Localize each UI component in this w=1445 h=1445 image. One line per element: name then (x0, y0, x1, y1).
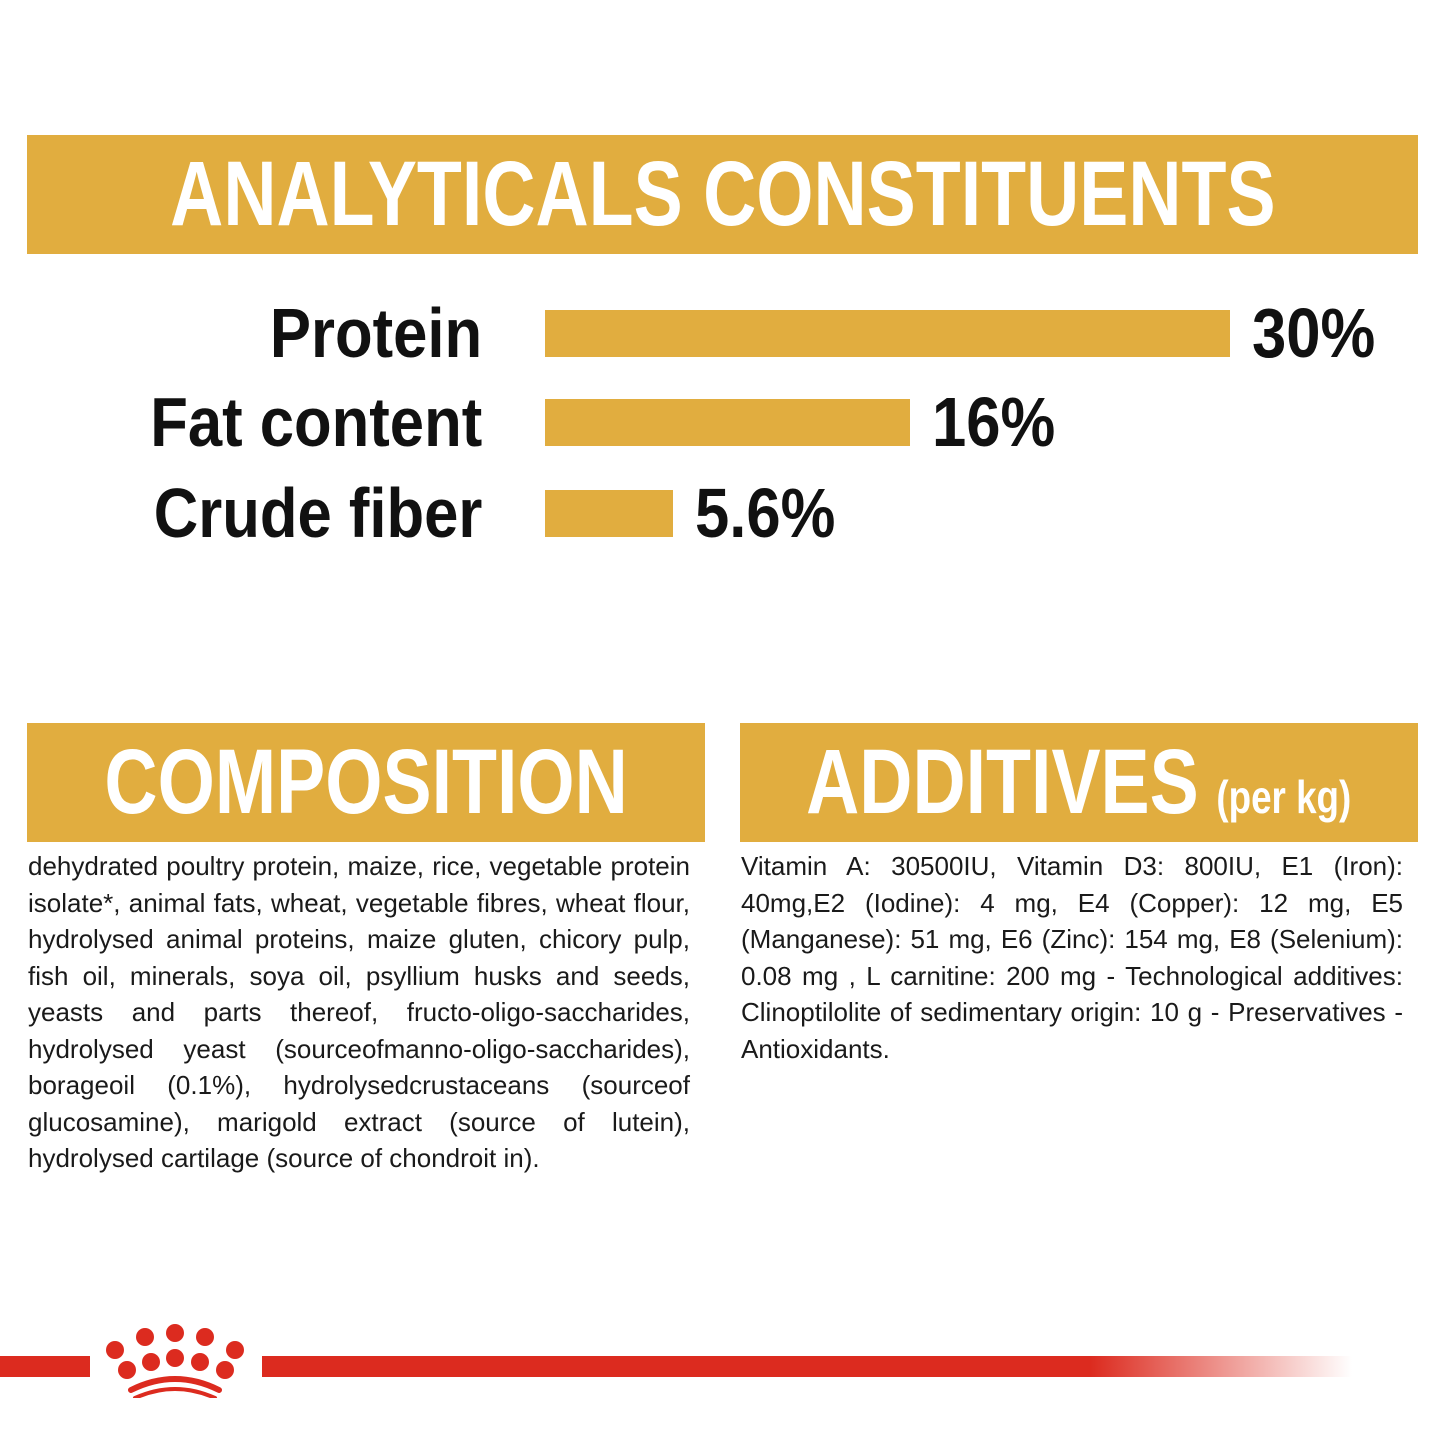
constituent-value: 16% (932, 383, 1056, 461)
additives-text: Vitamin A: 30500IU, Vitamin D3: 800IU, E… (741, 851, 1403, 1064)
constituent-row-fiber: Crude fiber 5.6% (0, 478, 1445, 548)
composition-text: dehydrated poultry protein, maize, rice,… (28, 851, 690, 1173)
crown-icon (106, 1324, 244, 1398)
constituent-row-protein: Protein 30% (0, 298, 1445, 368)
constituent-bar (545, 399, 911, 446)
constituent-value: 5.6% (694, 474, 836, 552)
constituent-bar (545, 490, 673, 537)
additives-banner: ADDITIVES (per kg) (740, 723, 1418, 842)
brand-line-right (262, 1356, 1352, 1377)
additives-title: ADDITIVES (806, 731, 1200, 833)
constituent-label: Crude fiber (153, 474, 482, 552)
composition-banner: COMPOSITION (27, 723, 705, 842)
composition-title: COMPOSITION (104, 731, 628, 833)
brand-line-left (0, 1356, 90, 1377)
analyticals-title: ANALYTICALS CONSTITUENTS (169, 143, 1276, 245)
constituent-row-fat: Fat content 16% (0, 387, 1445, 457)
constituent-label: Fat content (150, 383, 482, 461)
additives-subtitle: (per kg) (1216, 771, 1352, 823)
constituent-label: Protein (269, 294, 482, 372)
constituent-bar (545, 310, 1230, 357)
constituent-value: 30% (1252, 294, 1376, 372)
analyticals-banner: ANALYTICALS CONSTITUENTS (27, 135, 1418, 254)
